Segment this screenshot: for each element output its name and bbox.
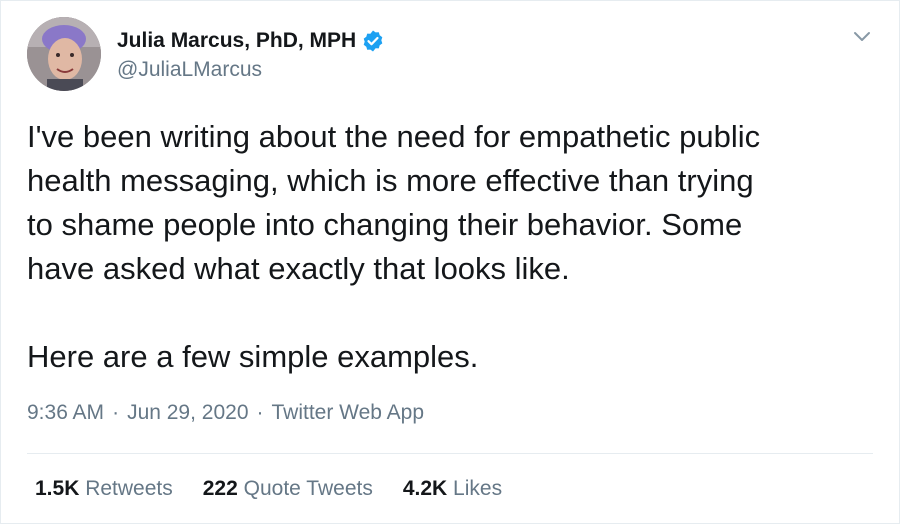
tweet-text: I've been writing about the need for emp… (27, 119, 761, 374)
tweet-time[interactable]: 9:36 AM (27, 401, 105, 424)
likes-label: Likes (453, 477, 503, 500)
display-name[interactable]: Julia Marcus, PhD, MPH (117, 29, 357, 52)
meta-separator: · (256, 401, 264, 424)
chevron-down-icon[interactable] (851, 25, 873, 47)
retweets-count: 1.5K (35, 477, 80, 500)
verified-badge-icon (361, 29, 385, 53)
quotes-label: Quote Tweets (243, 477, 373, 500)
quotes-count: 222 (202, 477, 238, 500)
likes-count: 4.2K (402, 477, 448, 500)
tweet-stats: 1.5K Retweets 222 Quote Tweets 4.2K Like… (35, 477, 532, 501)
likes-stat[interactable]: 4.2K Likes (403, 477, 502, 501)
tweet-date[interactable]: Jun 29, 2020 (127, 401, 249, 424)
handle[interactable]: @JuliaLMarcus (117, 58, 263, 81)
retweets-label: Retweets (85, 477, 173, 500)
meta-separator: · (112, 401, 120, 424)
name-row: Julia Marcus, PhD, MPH (117, 26, 385, 56)
author-info: Julia Marcus, PhD, MPH @JuliaLMarcus (117, 26, 385, 82)
tweet-header: Julia Marcus, PhD, MPH @JuliaLMarcus (27, 17, 385, 91)
avatar[interactable] (27, 17, 101, 91)
quotes-stat[interactable]: 222 Quote Tweets (203, 477, 373, 501)
retweets-stat[interactable]: 1.5K Retweets (35, 477, 173, 501)
divider (27, 453, 873, 454)
tweet-source[interactable]: Twitter Web App (271, 401, 425, 424)
tweet-meta: 9:36 AM · Jun 29, 2020 · Twitter Web App (27, 401, 424, 425)
